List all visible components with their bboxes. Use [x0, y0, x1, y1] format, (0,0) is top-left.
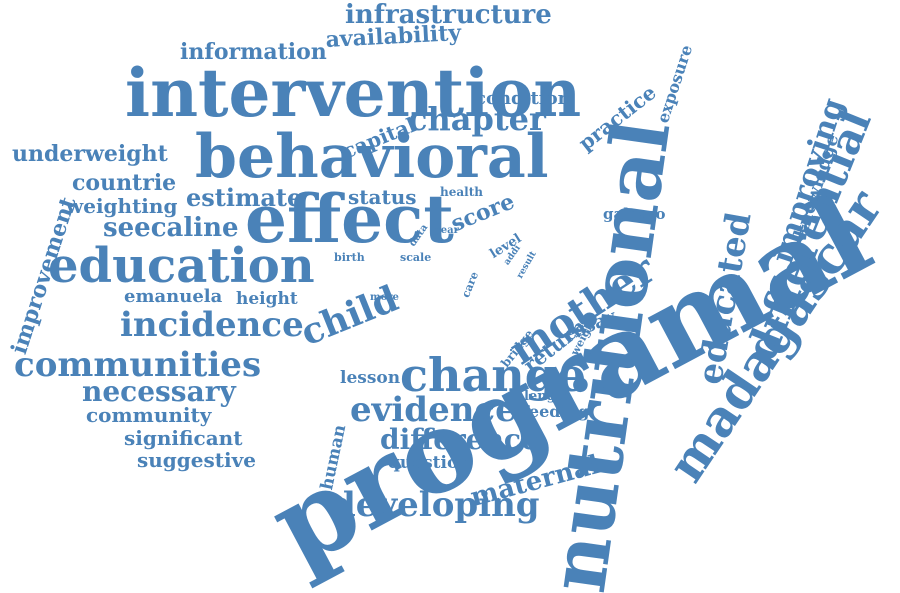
word-care: care — [459, 269, 482, 300]
word-underweight: underweight — [12, 141, 168, 167]
word-evidence: evidence — [350, 390, 517, 430]
word-exposure: exposure — [653, 42, 697, 126]
word-condition: condition — [475, 88, 571, 109]
word-infrastructure: infrastructure — [345, 0, 552, 30]
word-birth: birth — [334, 251, 365, 264]
word-scale: scale — [400, 251, 432, 264]
word-suggestive: suggestive — [137, 448, 256, 472]
word-difference: difference — [380, 423, 539, 456]
word-effect: effect — [245, 180, 454, 258]
word-communities: communities — [14, 345, 262, 385]
word-weighting: weighting — [66, 194, 178, 218]
word-necessary: necessary — [82, 375, 236, 408]
word-seecaline: seecaline — [103, 213, 239, 243]
word-behavioral: behavioral — [195, 122, 549, 192]
word-lesson: lesson — [340, 368, 401, 388]
word-community: community — [86, 403, 212, 427]
word-galasso: galasso — [603, 205, 666, 223]
word-year: year — [435, 225, 459, 236]
word-height: height — [236, 289, 298, 309]
word-length: length — [524, 389, 572, 404]
word-result: result — [515, 249, 539, 281]
word-intervention: intervention — [125, 54, 582, 132]
word-information: information — [180, 39, 327, 65]
word-chapter: chapter — [408, 100, 546, 138]
word-more: more — [370, 292, 399, 303]
word-education: education — [48, 238, 315, 294]
word-estimate: estimate — [186, 183, 303, 212]
word-significant: significant — [124, 426, 243, 450]
word-change: change — [400, 348, 587, 402]
word-question: question — [388, 453, 471, 473]
word-developing: developing — [332, 485, 540, 525]
word-availability: availability — [324, 19, 462, 53]
word-feeding: feeding — [522, 402, 590, 421]
word-incidence: incidence — [120, 305, 304, 345]
word-countrie: countrie — [72, 170, 177, 196]
word-emanuela: emanuela — [124, 286, 223, 307]
word-status: status — [348, 185, 417, 209]
word-health: health — [440, 185, 483, 199]
